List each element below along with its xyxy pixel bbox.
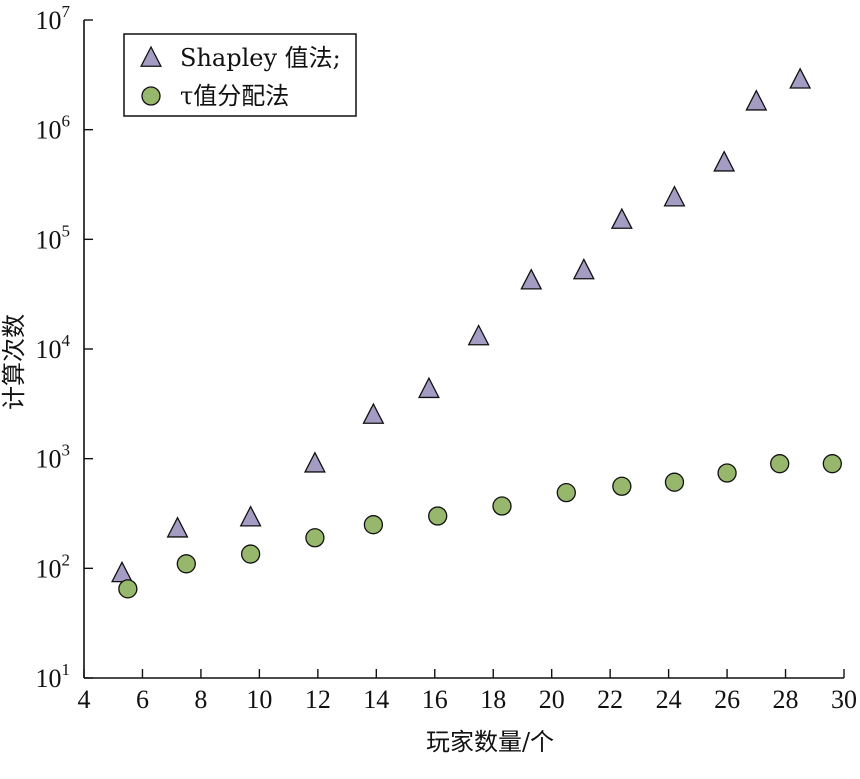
- y-tick-label: 105: [36, 221, 71, 254]
- x-tick-label: 18: [480, 685, 506, 714]
- shapley-point: [789, 67, 812, 89]
- x-tick-label: 28: [773, 685, 799, 714]
- tau-point: [612, 476, 632, 496]
- y-tick-label: 102: [36, 550, 71, 583]
- x-tick-label: 10: [246, 685, 272, 714]
- x-axis-title: 玩家数量/个: [426, 728, 554, 756]
- x-tick-label: 8: [194, 685, 207, 714]
- x-tick-label: 6: [136, 685, 149, 714]
- shapley-point: [572, 258, 595, 280]
- tau-point: [492, 496, 512, 516]
- tau-point: [363, 515, 384, 535]
- x-tick-label: 26: [714, 685, 740, 714]
- tau-point: [770, 454, 790, 474]
- legend-circle-marker: [141, 86, 161, 106]
- data-marks: [111, 67, 842, 599]
- legend: Shapley 值法; τ值分配法: [123, 33, 357, 117]
- legend-triangle-marker: [140, 45, 162, 67]
- x-tick-label: 20: [539, 685, 565, 714]
- x-tick-label: 16: [422, 685, 448, 714]
- shapley-point: [663, 185, 686, 207]
- shapley-point: [610, 207, 633, 229]
- x-tick-label: 14: [363, 685, 389, 714]
- tau-point: [556, 482, 576, 503]
- shapley-point: [520, 268, 543, 290]
- ticks: 4 6 8 10 12 14 16 18 20 22 24 26 28 30 101 102 103 104 105…: [36, 2, 858, 714]
- shapley-point: [417, 376, 440, 399]
- tau-point: [118, 579, 138, 599]
- shapley-point: [166, 516, 189, 538]
- y-tick-label: 106: [36, 112, 71, 145]
- tau-point: [428, 506, 448, 526]
- x-tick-label: 12: [305, 685, 331, 714]
- shapley-point: [362, 402, 385, 424]
- y-tick-label: 101: [36, 660, 71, 693]
- legend-box: [123, 33, 357, 117]
- tau-point: [717, 463, 737, 483]
- shapley-point: [467, 324, 490, 346]
- shapley-point: [713, 150, 736, 172]
- shapley-point: [239, 505, 262, 527]
- shapley-point: [303, 451, 326, 473]
- axes: [83, 20, 844, 679]
- tau-point: [664, 472, 685, 492]
- x-tick-label: 4: [78, 685, 91, 714]
- y-axis-title: 计算次数: [0, 314, 28, 410]
- legend-label-tau: τ值分配法: [180, 82, 289, 110]
- tau-point: [305, 528, 325, 548]
- y-tick-label: 104: [36, 331, 71, 364]
- legend-label-shapley: Shapley 值法;: [180, 44, 341, 72]
- shapley-point: [111, 560, 133, 583]
- tau-point: [176, 554, 196, 574]
- x-tick-label: 30: [831, 685, 857, 714]
- y-tick-label: 107: [36, 2, 71, 35]
- x-tick-label: 22: [597, 685, 623, 714]
- shapley-point: [745, 89, 768, 111]
- tau-point: [240, 544, 261, 564]
- x-tick-label: 24: [656, 685, 682, 714]
- tau-point: [822, 454, 842, 474]
- y-tick-label: 103: [36, 441, 71, 474]
